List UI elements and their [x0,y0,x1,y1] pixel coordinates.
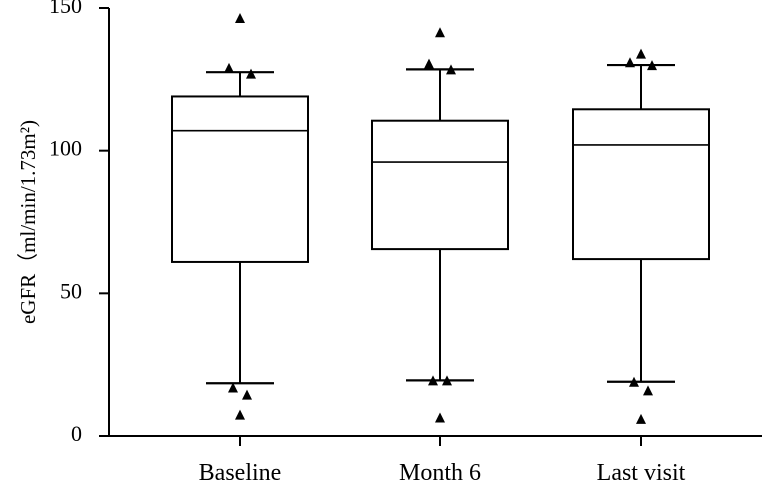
iqr-box [572,108,710,261]
outlier-point [446,64,456,75]
outlier-point [428,375,438,386]
boxes [171,12,710,424]
y-ticks: 0 50 100 150 [49,0,109,446]
outlier-point [235,12,245,23]
outlier-point [246,68,256,79]
x-category-labels: Baseline Month 6 Last visit [199,436,686,486]
y-axis-label: eGFR（ml/min/1.73m²) [16,120,40,324]
y-tick-label: 150 [49,0,82,18]
y-tick-label: 50 [60,278,82,303]
x-category-label: Month 6 [399,460,481,486]
box-group [371,27,509,423]
outlier-point [435,412,445,423]
outlier-point [643,385,653,396]
outlier-point [625,57,635,68]
outlier-point [629,376,639,387]
outlier-point [636,48,646,59]
box-group [171,12,309,420]
outlier-point [228,382,238,393]
x-category-label: Baseline [199,460,282,486]
outlier-point [242,389,252,400]
iqr-box [371,119,509,251]
box-group [572,48,710,424]
y-tick-label: 0 [71,421,82,446]
x-category-label: Last visit [597,460,686,486]
outlier-point [636,413,646,424]
outlier-point [647,60,657,71]
y-axis-label-group: eGFR（ml/min/1.73m²) [16,120,40,324]
outlier-point [442,375,452,386]
iqr-box [171,95,309,263]
outlier-point [435,27,445,38]
y-tick-label: 100 [49,136,82,161]
outlier-point [424,58,434,69]
outlier-point [224,62,234,73]
outlier-point [235,409,245,420]
